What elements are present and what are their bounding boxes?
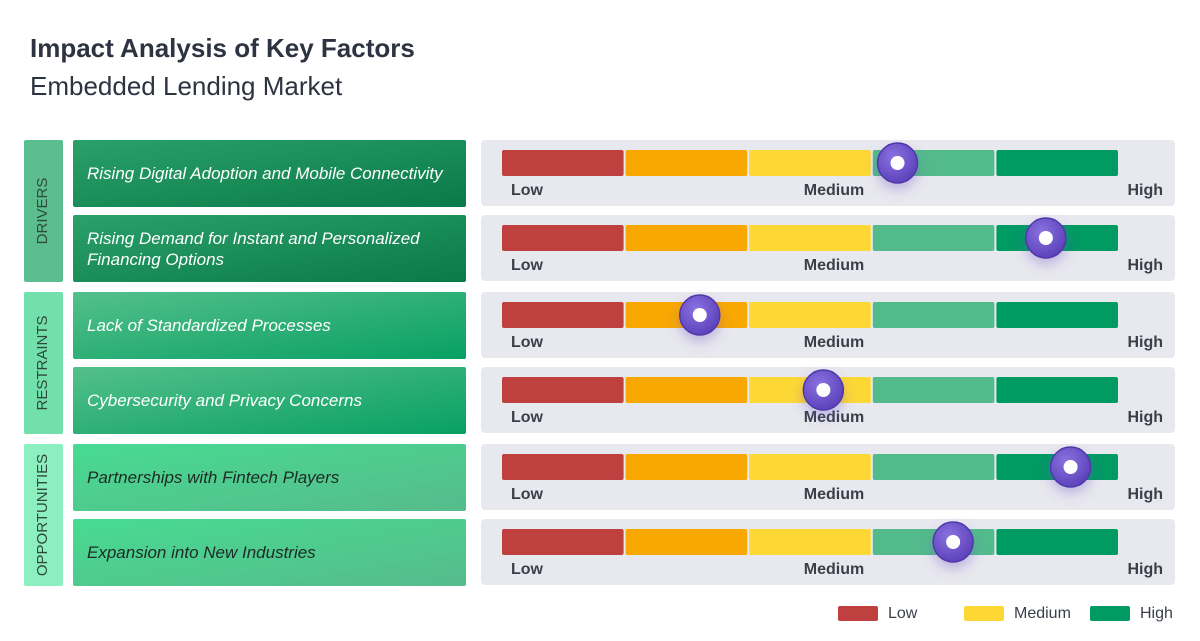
factor-label-box: Partnerships with Fintech Players bbox=[87, 468, 340, 487]
factor-label: Rising Digital Adoption and Mobile Conne… bbox=[87, 164, 443, 183]
factor-label: Lack of Standardized Processes bbox=[87, 316, 331, 335]
gauge-segment bbox=[749, 150, 871, 176]
knob-dot bbox=[816, 383, 831, 397]
scale-label: Medium bbox=[804, 334, 864, 351]
factor-label: Expansion into New Industries bbox=[87, 543, 316, 562]
gauge-segment bbox=[502, 302, 624, 328]
scale-label: Medium bbox=[804, 257, 864, 274]
group-label: OPPORTUNITIES bbox=[34, 454, 51, 576]
gauge-segment bbox=[996, 529, 1118, 555]
factor-label-box: Rising Demand for Instant and Personaliz… bbox=[87, 228, 420, 269]
impact-knob bbox=[679, 294, 721, 336]
factor-box bbox=[73, 519, 466, 586]
chart-subtitle: Embedded Lending Market bbox=[30, 71, 343, 101]
knob-dot bbox=[890, 156, 905, 170]
group-label: DRIVERS bbox=[34, 178, 51, 245]
impact-knob bbox=[876, 142, 919, 184]
legend-label: High bbox=[1140, 605, 1173, 622]
impact-knob bbox=[1025, 217, 1067, 259]
knob-dot bbox=[946, 535, 961, 549]
factor-box bbox=[73, 140, 466, 207]
scale-label: Low bbox=[511, 486, 544, 503]
factor-box bbox=[73, 292, 466, 359]
factor-box bbox=[73, 444, 466, 511]
factor-label: Partnerships with Fintech Players bbox=[87, 468, 340, 487]
gauge-segment bbox=[625, 377, 748, 403]
scale-label: High bbox=[1127, 486, 1163, 503]
scale-label: Medium bbox=[804, 182, 864, 199]
gauge-segment bbox=[872, 302, 995, 328]
gauge-segment bbox=[502, 225, 624, 251]
scale-label: Low bbox=[511, 409, 544, 426]
knob-dot bbox=[1038, 231, 1053, 245]
factor-label: Rising Demand for Instant and Personaliz… bbox=[87, 228, 420, 269]
scale-label: Medium bbox=[804, 409, 864, 426]
legend-swatch bbox=[838, 606, 878, 621]
gauge-segment bbox=[502, 529, 624, 555]
scale-label: Low bbox=[511, 561, 544, 578]
legend-label: Low bbox=[888, 605, 918, 622]
gauge-segment bbox=[502, 377, 624, 403]
legend-swatch bbox=[1090, 606, 1130, 621]
group-band bbox=[24, 140, 63, 282]
factor-box bbox=[73, 215, 466, 282]
factor-label: Cybersecurity and Privacy Concerns bbox=[87, 391, 362, 410]
factor-box bbox=[73, 367, 466, 434]
legend-swatch bbox=[964, 606, 1004, 621]
scale-label: High bbox=[1127, 182, 1163, 199]
group-band bbox=[24, 292, 63, 434]
gauge-segment bbox=[625, 150, 748, 176]
impact-knob bbox=[932, 521, 974, 563]
gauge-segment bbox=[872, 377, 995, 403]
gauge-segment bbox=[502, 454, 624, 480]
gauge-segment bbox=[502, 150, 624, 176]
gauge-segment bbox=[749, 454, 871, 480]
group-label: RESTRAINTS bbox=[34, 315, 51, 410]
impact-knob bbox=[802, 369, 845, 411]
gauge-segment bbox=[749, 529, 871, 555]
scale-label: High bbox=[1127, 257, 1163, 274]
scale-label: Medium bbox=[804, 486, 864, 503]
scale-label: High bbox=[1127, 561, 1163, 578]
scale-label: Low bbox=[511, 257, 544, 274]
gauge-segment bbox=[749, 225, 871, 251]
gauge-segment bbox=[996, 377, 1118, 403]
scale-label: High bbox=[1127, 334, 1163, 351]
gauge-segment bbox=[996, 150, 1118, 176]
factor-label-box: Expansion into New Industries bbox=[87, 543, 316, 562]
gauge-segment bbox=[872, 225, 995, 251]
factor-label-box: Lack of Standardized Processes bbox=[87, 316, 331, 335]
chart-title: Impact Analysis of Key Factors bbox=[30, 33, 415, 63]
scale-label: Medium bbox=[804, 561, 864, 578]
factor-label-box: Cybersecurity and Privacy Concerns bbox=[87, 391, 362, 410]
gauge-segment bbox=[625, 225, 748, 251]
impact-knob bbox=[1049, 446, 1092, 488]
scale-label: High bbox=[1127, 409, 1163, 426]
gauge-segment bbox=[625, 454, 748, 480]
gauge-segment bbox=[749, 302, 871, 328]
gauge-segment bbox=[625, 529, 748, 555]
knob-dot bbox=[692, 308, 707, 322]
factor-label-box: Rising Digital Adoption and Mobile Conne… bbox=[87, 164, 443, 183]
scale-label: Low bbox=[511, 182, 544, 199]
knob-dot bbox=[1063, 460, 1078, 474]
gauge-segment bbox=[872, 454, 995, 480]
legend-label: Medium bbox=[1014, 605, 1071, 622]
group-band bbox=[24, 444, 63, 586]
scale-label: Low bbox=[511, 334, 544, 351]
gauge-segment bbox=[996, 302, 1118, 328]
